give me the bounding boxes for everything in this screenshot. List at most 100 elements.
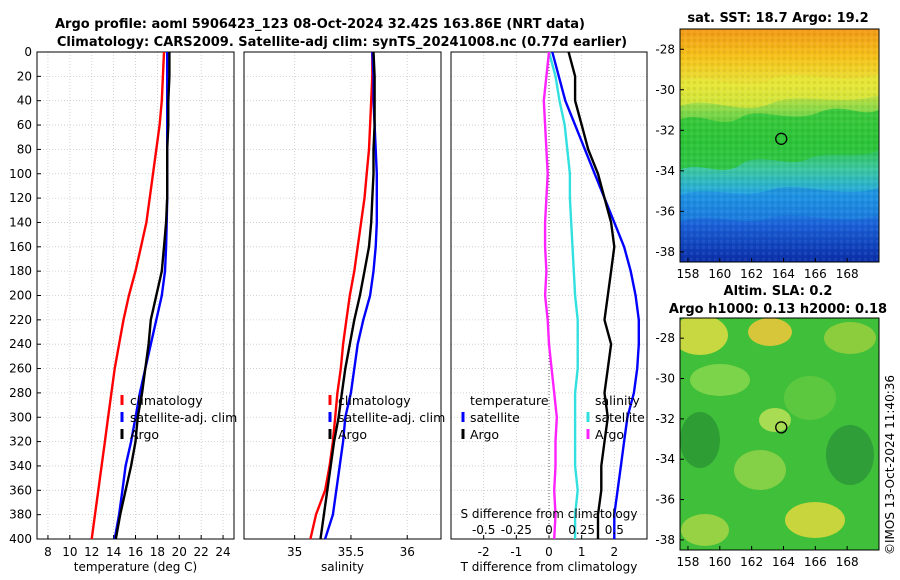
temperature-profile: 8 10 12 14 16 18 20 22 24 temperature (deg C) 0 20 4…	[9, 45, 237, 574]
y-tick-label: 120	[9, 191, 32, 205]
x-tick-label: 35	[287, 545, 302, 559]
map-y-tick-label: -36	[655, 493, 675, 507]
y-tick-label: 100	[9, 167, 32, 181]
map-x-tick-label: 168	[836, 555, 859, 569]
footer-timestamp: ©IMOS 13-Oct-2024 11:40:36	[883, 375, 897, 555]
series-line-temperature-satellite	[551, 51, 640, 539]
series-line-argo	[114, 52, 171, 540]
map-x-tick-label: 158	[677, 267, 700, 281]
title-line-2: Climatology: CARS2009. Satellite-adj cli…	[57, 35, 627, 50]
map-x-tick-label: 162	[740, 555, 763, 569]
sla-blob	[680, 318, 728, 355]
y-tick-label: 400	[9, 532, 32, 546]
map-x-tick-label: 164	[772, 267, 795, 281]
legend-label: Argo	[338, 427, 367, 442]
x-tick-label: 12	[84, 545, 99, 559]
series-line-salinity-satellite	[547, 51, 579, 539]
y-tick-label: 220	[9, 313, 32, 327]
sla-frame	[679, 317, 880, 551]
x-tick-label: 24	[215, 545, 230, 559]
x-tick-label: 20	[172, 545, 187, 559]
x-axis-label: temperature (deg C)	[74, 560, 197, 574]
panel-frame	[243, 51, 442, 540]
map-x-tick-label: 166	[804, 555, 827, 569]
legend-label: Argo	[130, 427, 159, 442]
x-tick-label: 0	[545, 545, 553, 559]
legend-label: satellite	[470, 410, 520, 425]
y-tick-label: 260	[9, 362, 32, 376]
sst-axes: 158 160 162 164 166 168 -28 -30 -32 -34 -36 -38	[655, 42, 858, 281]
x-tick-label: 35.5	[338, 545, 365, 559]
x-tick-label: 36	[400, 545, 415, 559]
salinity-profile: 35 35.5 36 salinity climatology satellite-adj…	[243, 51, 445, 574]
map-y-tick-label: -28	[655, 331, 675, 345]
sst-frame	[679, 28, 880, 263]
y-tick-label: 40	[17, 94, 32, 108]
series-line-salinity-argo	[542, 51, 558, 540]
map-y-tick-label: -32	[655, 412, 675, 426]
x-tick-label: 8	[44, 545, 52, 559]
sst-map: sat. SST: 18.7 Argo: 19.2 158 160 162 164 16…	[655, 11, 880, 281]
map-y-tick-label: -30	[655, 83, 675, 97]
x-axis-label: salinity	[321, 560, 364, 574]
sla-blob	[680, 412, 720, 468]
x-tick-label: 14	[106, 545, 121, 559]
map-x-tick-label: 166	[804, 267, 827, 281]
x2-tick-label: -0.5	[472, 523, 495, 537]
map-y-tick-label: -30	[655, 372, 675, 386]
y-tick-label: 380	[9, 508, 32, 522]
map-x-tick-label: 160	[708, 267, 731, 281]
x-tick-label: -1	[510, 545, 522, 559]
sla-blob	[826, 425, 874, 485]
y-tick-label: 360	[9, 483, 32, 497]
sla-map-title-1: Altim. SLA: 0.2	[724, 284, 833, 299]
sst-pixels	[680, 29, 879, 262]
x2-axis-label: S difference from climatology	[461, 507, 638, 521]
x-axis-label: T difference from climatology	[460, 560, 638, 574]
legend-label: satellite-adj. clim	[130, 410, 237, 425]
legend-label: climatology	[338, 393, 411, 408]
legend-label: satellite-adj. clim	[338, 410, 445, 425]
x-tick-label: 10	[62, 545, 77, 559]
sst-map-title: sat. SST: 18.7 Argo: 19.2	[687, 11, 868, 26]
sla-blob	[748, 318, 792, 346]
map-x-tick-label: 160	[708, 555, 731, 569]
map-y-tick-label: -28	[655, 42, 675, 56]
sla-blob	[681, 514, 729, 546]
map-y-tick-label: -34	[655, 164, 675, 178]
y-tick-label: 320	[9, 435, 32, 449]
y-tick-label: 20	[17, 69, 32, 83]
map-x-tick-label: 164	[772, 555, 795, 569]
series-line-climatology	[90, 51, 166, 540]
series-line-temperature-argo	[567, 51, 616, 539]
x-tick-label: 22	[194, 545, 209, 559]
sla-map: Altim. SLA: 0.2 Argo h1000: 0.13 h2000: …	[655, 284, 887, 569]
x2-tick-label: 0.25	[568, 523, 595, 537]
difference-profile: -2 -1 0 1 2T difference from climatology S di…	[450, 51, 648, 574]
y-tick-label: 60	[17, 118, 32, 132]
y-tick-label: 0	[24, 45, 32, 59]
x2-tick-label: -0.25	[501, 523, 532, 537]
map-y-tick-label: -38	[655, 533, 675, 547]
legend-header-salinity: salinity	[595, 393, 640, 408]
sla-blob	[690, 364, 750, 396]
y-tick-label: 280	[9, 386, 32, 400]
x-tick-label: 1	[578, 545, 586, 559]
x-tick-label: 2	[611, 545, 619, 559]
legend-label: climatology	[130, 393, 203, 408]
legend-label: Argo	[595, 427, 624, 442]
y-tick-label: 300	[9, 410, 32, 424]
legend-label: satellite	[595, 410, 645, 425]
map-y-tick-label: -32	[655, 123, 675, 137]
y-tick-label: 200	[9, 289, 32, 303]
x-tick-label: 18	[150, 545, 165, 559]
x-tick-label: 16	[128, 545, 143, 559]
sla-argo-marker	[775, 421, 788, 434]
y-tick-label: 160	[9, 240, 32, 254]
map-x-tick-label: 168	[836, 267, 859, 281]
y-tick-label: 80	[17, 142, 32, 156]
sla-blob	[759, 408, 791, 432]
map-y-tick-label: -34	[655, 452, 675, 466]
